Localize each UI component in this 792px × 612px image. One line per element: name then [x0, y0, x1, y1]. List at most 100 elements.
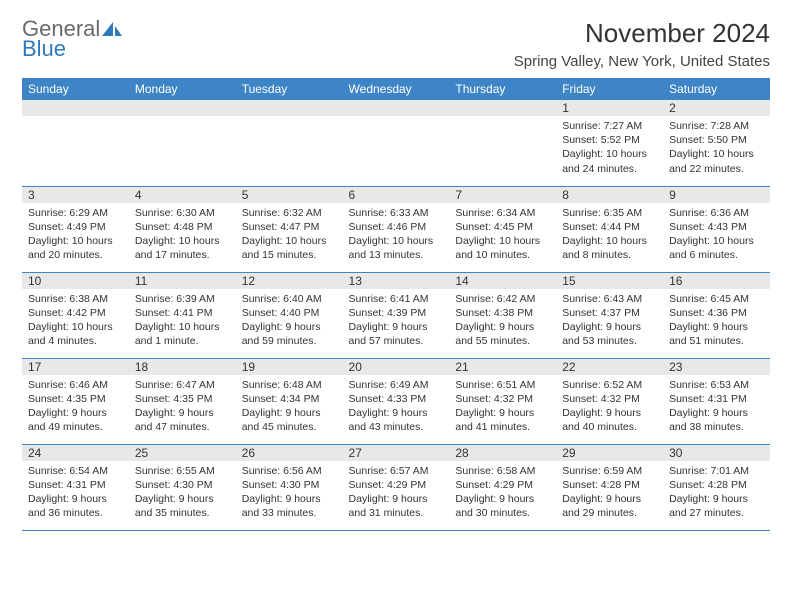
sunrise-line: Sunrise: 6:29 AM: [28, 206, 123, 220]
sunrise-line: Sunrise: 6:49 AM: [349, 378, 444, 392]
sunrise-line: Sunrise: 6:54 AM: [28, 464, 123, 478]
day-details: Sunrise: 6:52 AMSunset: 4:32 PMDaylight:…: [556, 375, 663, 439]
day-details: Sunrise: 6:32 AMSunset: 4:47 PMDaylight:…: [236, 203, 343, 267]
sunrise-line: Sunrise: 6:40 AM: [242, 292, 337, 306]
day-details: Sunrise: 6:59 AMSunset: 4:28 PMDaylight:…: [556, 461, 663, 525]
day-number: 26: [236, 445, 343, 461]
sunset-line: Sunset: 4:28 PM: [669, 478, 764, 492]
calendar-day: 11Sunrise: 6:39 AMSunset: 4:41 PMDayligh…: [129, 272, 236, 358]
day-number: 1: [556, 100, 663, 116]
day-details: Sunrise: 6:57 AMSunset: 4:29 PMDaylight:…: [343, 461, 450, 525]
day-number: 27: [343, 445, 450, 461]
day-number: 10: [22, 273, 129, 289]
daylight-line: Daylight: 10 hours and 17 minutes.: [135, 234, 230, 262]
day-number: [343, 100, 450, 116]
daylight-line: Daylight: 9 hours and 35 minutes.: [135, 492, 230, 520]
sunrise-line: Sunrise: 6:35 AM: [562, 206, 657, 220]
daylight-line: Daylight: 9 hours and 53 minutes.: [562, 320, 657, 348]
day-details: Sunrise: 6:55 AMSunset: 4:30 PMDaylight:…: [129, 461, 236, 525]
sunrise-line: Sunrise: 6:41 AM: [349, 292, 444, 306]
sunrise-line: Sunrise: 6:51 AM: [455, 378, 550, 392]
sunrise-line: Sunrise: 6:38 AM: [28, 292, 123, 306]
day-details: Sunrise: 6:42 AMSunset: 4:38 PMDaylight:…: [449, 289, 556, 353]
sunset-line: Sunset: 4:44 PM: [562, 220, 657, 234]
sunrise-line: Sunrise: 6:36 AM: [669, 206, 764, 220]
calendar-day: 9Sunrise: 6:36 AMSunset: 4:43 PMDaylight…: [663, 186, 770, 272]
daylight-line: Daylight: 10 hours and 4 minutes.: [28, 320, 123, 348]
day-number: 14: [449, 273, 556, 289]
brand-logo: General Blue: [22, 18, 122, 60]
day-details: Sunrise: 6:38 AMSunset: 4:42 PMDaylight:…: [22, 289, 129, 353]
day-number: 12: [236, 273, 343, 289]
sunrise-line: Sunrise: 6:53 AM: [669, 378, 764, 392]
day-details: [236, 116, 343, 176]
day-details: Sunrise: 6:33 AMSunset: 4:46 PMDaylight:…: [343, 203, 450, 267]
calendar-day: 7Sunrise: 6:34 AMSunset: 4:45 PMDaylight…: [449, 186, 556, 272]
calendar-day-empty: [236, 100, 343, 186]
daylight-line: Daylight: 9 hours and 41 minutes.: [455, 406, 550, 434]
title-block: November 2024 Spring Valley, New York, U…: [514, 18, 770, 70]
calendar-day: 21Sunrise: 6:51 AMSunset: 4:32 PMDayligh…: [449, 358, 556, 444]
calendar-week: 24Sunrise: 6:54 AMSunset: 4:31 PMDayligh…: [22, 444, 770, 530]
sunset-line: Sunset: 4:43 PM: [669, 220, 764, 234]
day-details: Sunrise: 6:58 AMSunset: 4:29 PMDaylight:…: [449, 461, 556, 525]
sunset-line: Sunset: 4:45 PM: [455, 220, 550, 234]
sunrise-line: Sunrise: 6:33 AM: [349, 206, 444, 220]
sunrise-line: Sunrise: 6:47 AM: [135, 378, 230, 392]
daylight-line: Daylight: 10 hours and 22 minutes.: [669, 147, 764, 175]
calendar-day: 14Sunrise: 6:42 AMSunset: 4:38 PMDayligh…: [449, 272, 556, 358]
day-number: 4: [129, 187, 236, 203]
day-details: [129, 116, 236, 176]
sunrise-line: Sunrise: 6:30 AM: [135, 206, 230, 220]
day-number: [129, 100, 236, 116]
sunrise-line: Sunrise: 6:43 AM: [562, 292, 657, 306]
daylight-line: Daylight: 10 hours and 6 minutes.: [669, 234, 764, 262]
sunrise-line: Sunrise: 6:32 AM: [242, 206, 337, 220]
calendar-week: 3 Sunrise: 6:29 AMSunset: 4:49 PM Daylight…: [22, 186, 770, 272]
day-number: 3: [22, 187, 129, 203]
sunset-line: Sunset: 4:33 PM: [349, 392, 444, 406]
sunrise-line: Sunrise: 6:55 AM: [135, 464, 230, 478]
calendar-week: 17Sunrise: 6:46 AMSunset: 4:35 PMDayligh…: [22, 358, 770, 444]
calendar-day: 3Sunrise: 6:29 AMSunset: 4:49 PMDaylight…: [22, 186, 129, 272]
calendar-day: 24Sunrise: 6:54 AMSunset: 4:31 PMDayligh…: [22, 444, 129, 530]
daylight-line: Daylight: 9 hours and 40 minutes.: [562, 406, 657, 434]
day-number: 22: [556, 359, 663, 375]
calendar-day: 19Sunrise: 6:48 AMSunset: 4:34 PMDayligh…: [236, 358, 343, 444]
daylight-line: Daylight: 9 hours and 57 minutes.: [349, 320, 444, 348]
sunrise-line: Sunrise: 6:34 AM: [455, 206, 550, 220]
sunset-line: Sunset: 4:47 PM: [242, 220, 337, 234]
day-details: [449, 116, 556, 176]
sunrise-line: Sunrise: 6:59 AM: [562, 464, 657, 478]
daylight-line: Daylight: 9 hours and 47 minutes.: [135, 406, 230, 434]
day-details: Sunrise: 6:46 AMSunset: 4:35 PMDaylight:…: [22, 375, 129, 439]
weekday-header: Sunday: [22, 78, 129, 100]
sunrise-line: Sunrise: 6:58 AM: [455, 464, 550, 478]
calendar-day: 20Sunrise: 6:49 AMSunset: 4:33 PMDayligh…: [343, 358, 450, 444]
sunrise-line: Sunrise: 6:48 AM: [242, 378, 337, 392]
day-number: [22, 100, 129, 116]
day-number: 7: [449, 187, 556, 203]
sunrise-line: Sunrise: 7:28 AM: [669, 119, 764, 133]
sunrise-line: Sunrise: 7:27 AM: [562, 119, 657, 133]
sunrise-line: Sunrise: 6:46 AM: [28, 378, 123, 392]
sunrise-line: Sunrise: 6:57 AM: [349, 464, 444, 478]
daylight-line: Daylight: 9 hours and 33 minutes.: [242, 492, 337, 520]
sunset-line: Sunset: 4:49 PM: [28, 220, 123, 234]
day-details: Sunrise: 6:41 AMSunset: 4:39 PMDaylight:…: [343, 289, 450, 353]
day-number: 5: [236, 187, 343, 203]
day-number: 11: [129, 273, 236, 289]
day-details: Sunrise: 6:39 AMSunset: 4:41 PMDaylight:…: [129, 289, 236, 353]
calendar-day: 29Sunrise: 6:59 AMSunset: 4:28 PMDayligh…: [556, 444, 663, 530]
sunset-line: Sunset: 4:30 PM: [135, 478, 230, 492]
calendar-day: 23Sunrise: 6:53 AMSunset: 4:31 PMDayligh…: [663, 358, 770, 444]
daylight-line: Daylight: 9 hours and 45 minutes.: [242, 406, 337, 434]
day-details: Sunrise: 6:53 AMSunset: 4:31 PMDaylight:…: [663, 375, 770, 439]
calendar-day: 25Sunrise: 6:55 AMSunset: 4:30 PMDayligh…: [129, 444, 236, 530]
weekday-header: Monday: [129, 78, 236, 100]
daylight-line: Daylight: 10 hours and 1 minute.: [135, 320, 230, 348]
daylight-line: Daylight: 9 hours and 55 minutes.: [455, 320, 550, 348]
daylight-line: Daylight: 9 hours and 38 minutes.: [669, 406, 764, 434]
day-number: 29: [556, 445, 663, 461]
calendar-day-empty: [343, 100, 450, 186]
